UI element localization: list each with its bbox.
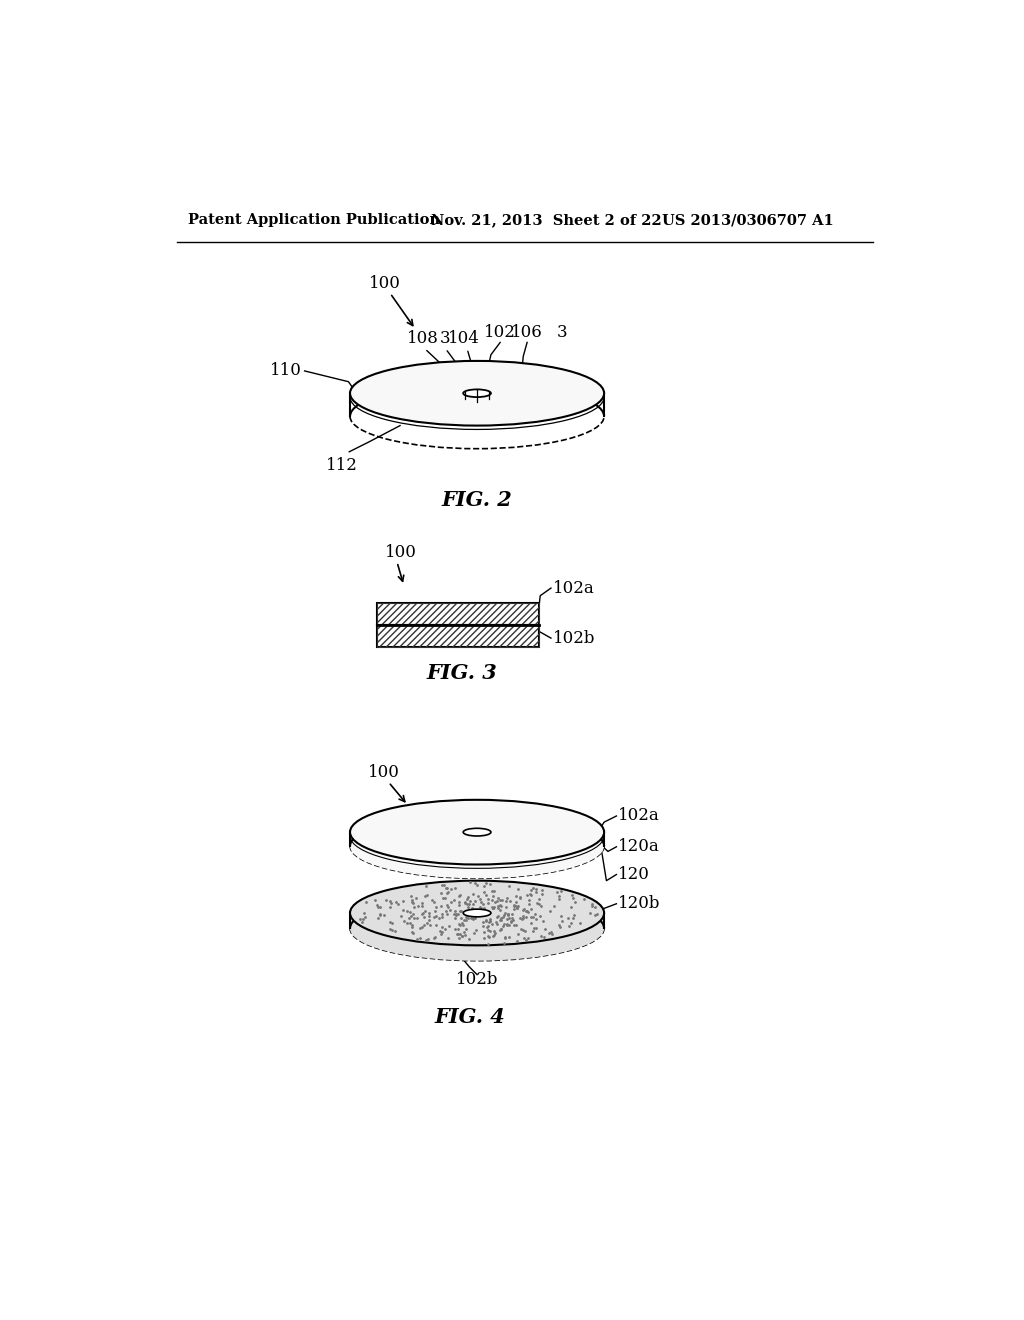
Text: 108: 108 — [408, 330, 439, 347]
Ellipse shape — [350, 813, 604, 878]
Ellipse shape — [350, 360, 604, 425]
Text: FIG. 3: FIG. 3 — [426, 663, 497, 682]
Ellipse shape — [350, 880, 604, 945]
Ellipse shape — [350, 800, 604, 865]
Polygon shape — [350, 393, 604, 416]
Text: FIG. 4: FIG. 4 — [434, 1007, 505, 1027]
Text: 112: 112 — [327, 457, 358, 474]
Polygon shape — [350, 832, 604, 846]
Bar — [377, 626, 539, 647]
Text: 3: 3 — [556, 323, 567, 341]
Text: 104: 104 — [449, 330, 480, 347]
Text: 102b: 102b — [553, 630, 595, 647]
Ellipse shape — [463, 829, 490, 836]
Text: 100: 100 — [370, 276, 401, 293]
Ellipse shape — [463, 909, 490, 917]
Bar — [377, 626, 539, 647]
Text: 110: 110 — [269, 363, 301, 379]
Text: Patent Application Publication: Patent Application Publication — [188, 213, 440, 227]
Text: FIG. 2: FIG. 2 — [441, 490, 512, 510]
Text: 3: 3 — [439, 330, 450, 347]
Text: US 2013/0306707 A1: US 2013/0306707 A1 — [662, 213, 834, 227]
Text: 120a: 120a — [617, 838, 659, 855]
Text: 100: 100 — [368, 763, 399, 780]
Ellipse shape — [463, 389, 490, 397]
Text: 120b: 120b — [617, 895, 660, 912]
Text: 102: 102 — [484, 323, 516, 341]
Bar — [377, 603, 539, 626]
Text: Nov. 21, 2013  Sheet 2 of 22: Nov. 21, 2013 Sheet 2 of 22 — [431, 213, 662, 227]
Text: 102a: 102a — [553, 579, 594, 597]
Text: 120: 120 — [617, 866, 650, 883]
Ellipse shape — [350, 896, 604, 961]
Polygon shape — [350, 913, 604, 928]
Bar — [377, 603, 539, 626]
Text: 106: 106 — [511, 323, 543, 341]
Text: 102a: 102a — [617, 808, 659, 825]
Text: 100: 100 — [385, 544, 417, 561]
Text: 102b: 102b — [456, 970, 499, 987]
